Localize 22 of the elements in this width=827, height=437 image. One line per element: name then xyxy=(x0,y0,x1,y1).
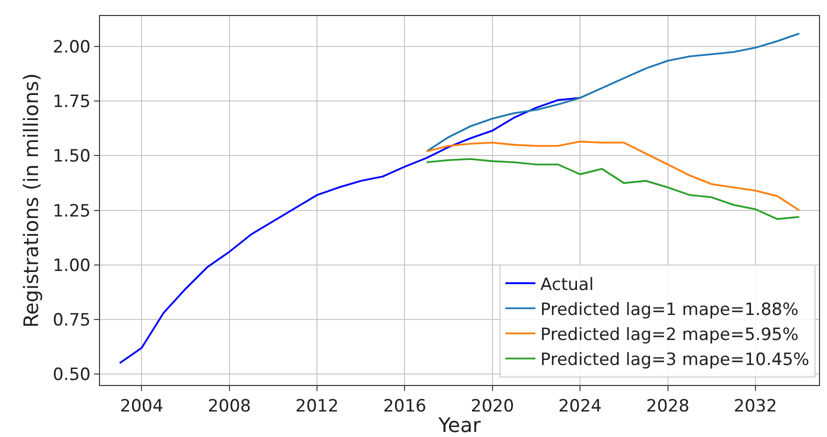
legend-label: Predicted lag=3 mape=10.45% xyxy=(540,350,810,370)
x-tick-label: 2008 xyxy=(208,396,251,416)
line-series xyxy=(426,32,800,152)
y-tick-label: 1.25 xyxy=(52,201,91,222)
x-tick-label: 2028 xyxy=(646,396,690,416)
x-tick-label: 2004 xyxy=(120,396,164,416)
x-tick-label: 2032 xyxy=(734,396,778,416)
x-tick-label: 2016 xyxy=(383,396,426,416)
x-tick-label: 2012 xyxy=(295,396,339,416)
line-series xyxy=(426,140,800,212)
y-tick-label: 2.00 xyxy=(52,38,91,58)
x-tick-label: 2024 xyxy=(558,396,602,416)
y-tick-label: 0.75 xyxy=(52,310,91,330)
legend-label: Actual xyxy=(540,274,594,295)
y-tick-label: 1.50 xyxy=(52,146,91,167)
legend-label: Predicted lag=2 mape=5.95% xyxy=(540,325,798,345)
y-tick-label: 1.00 xyxy=(52,256,91,276)
line-series xyxy=(426,158,800,220)
y-tick-label: 0.50 xyxy=(52,365,91,386)
y-axis-title: Registrations (in millions) xyxy=(19,73,44,328)
legend-label: Predicted lag=1 mape=1.88% xyxy=(540,300,798,320)
y-tick-label: 1.75 xyxy=(52,92,91,112)
